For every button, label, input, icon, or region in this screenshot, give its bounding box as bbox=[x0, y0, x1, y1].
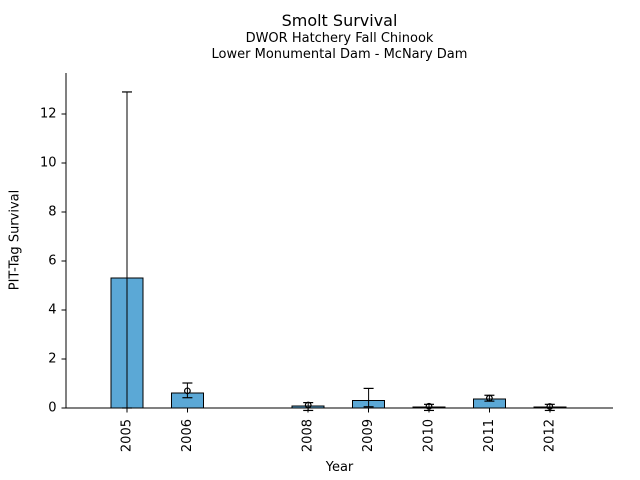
y-tick-label-2: 2 bbox=[48, 352, 56, 367]
chart-title: Smolt Survival bbox=[281, 11, 398, 30]
y-tick-label-10: 10 bbox=[40, 156, 57, 171]
x-tick-label-2012: 2012 bbox=[542, 419, 557, 452]
x-tick-label-2006: 2006 bbox=[180, 419, 195, 452]
y-tick-label-6: 6 bbox=[48, 254, 56, 269]
x-axis-label: Year bbox=[325, 460, 354, 475]
x-tick-label-2011: 2011 bbox=[482, 419, 497, 452]
point-marker-2011 bbox=[486, 394, 493, 402]
point-marker-2008 bbox=[304, 401, 312, 409]
chart-subtitle-line2: Lower Monumental Dam - McNary Dam bbox=[211, 47, 468, 62]
point-marker-2010 bbox=[425, 402, 433, 410]
x-tick-label-2008: 2008 bbox=[301, 419, 316, 452]
y-tick-label-8: 8 bbox=[48, 205, 56, 220]
point-marker-2006 bbox=[183, 387, 191, 395]
point-marker-2012 bbox=[546, 403, 554, 410]
y-tick-label-0: 0 bbox=[48, 401, 56, 416]
x-tick-label-2010: 2010 bbox=[422, 419, 437, 452]
y-tick-label-12: 12 bbox=[40, 107, 57, 122]
x-tick-label-2009: 2009 bbox=[361, 419, 376, 452]
y-tick-label-4: 4 bbox=[48, 303, 56, 318]
chart-subtitle-line1: DWOR Hatchery Fall Chinook bbox=[245, 31, 434, 46]
x-tick-label-2005: 2005 bbox=[120, 419, 135, 452]
